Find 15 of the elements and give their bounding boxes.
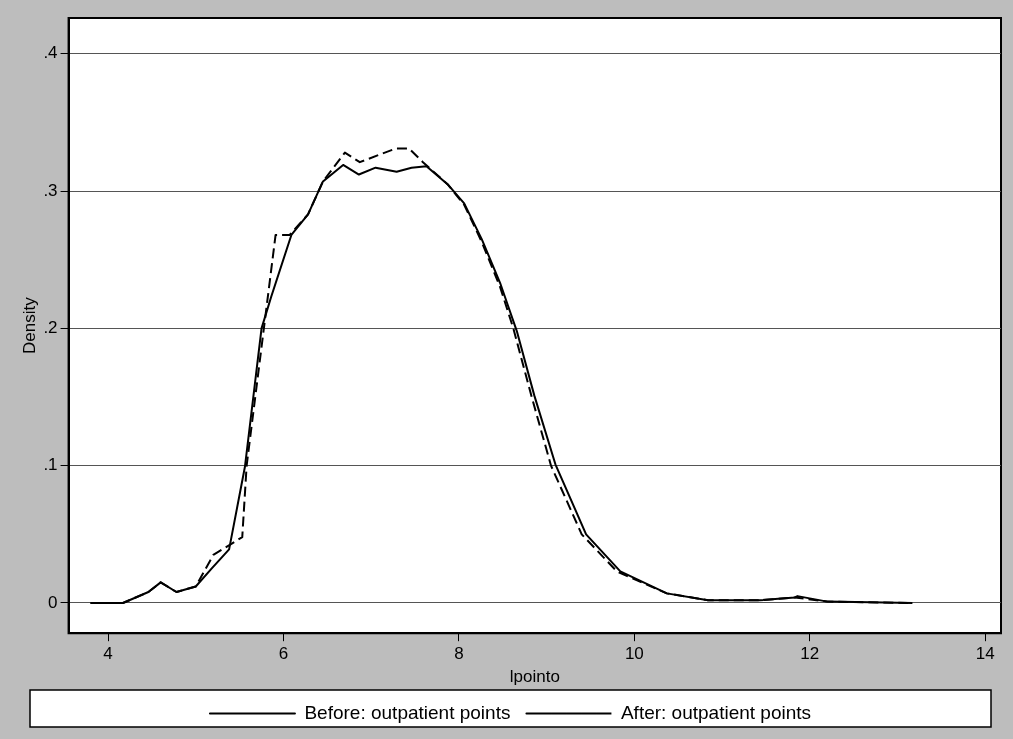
y-axis-title: Density: [19, 296, 39, 354]
x-tick-label: 4: [103, 644, 113, 664]
legend-label: Before: outpatient points: [304, 701, 511, 723]
x-tick-label: 10: [624, 644, 644, 664]
y-tick-label: .2: [43, 318, 58, 338]
x-tick-label: 8: [454, 644, 464, 664]
x-tick-label: 12: [800, 644, 820, 664]
y-tick-label: 0: [48, 592, 58, 612]
y-tick-label: .1: [43, 455, 58, 475]
x-tick-label: 14: [975, 644, 995, 664]
legend-label: After: outpatient points: [620, 701, 812, 723]
x-axis-title: lpointo: [509, 667, 560, 687]
x-tick-label: 6: [278, 644, 289, 664]
y-tick-label: .3: [43, 180, 58, 200]
y-tick-label: .4: [43, 43, 58, 63]
